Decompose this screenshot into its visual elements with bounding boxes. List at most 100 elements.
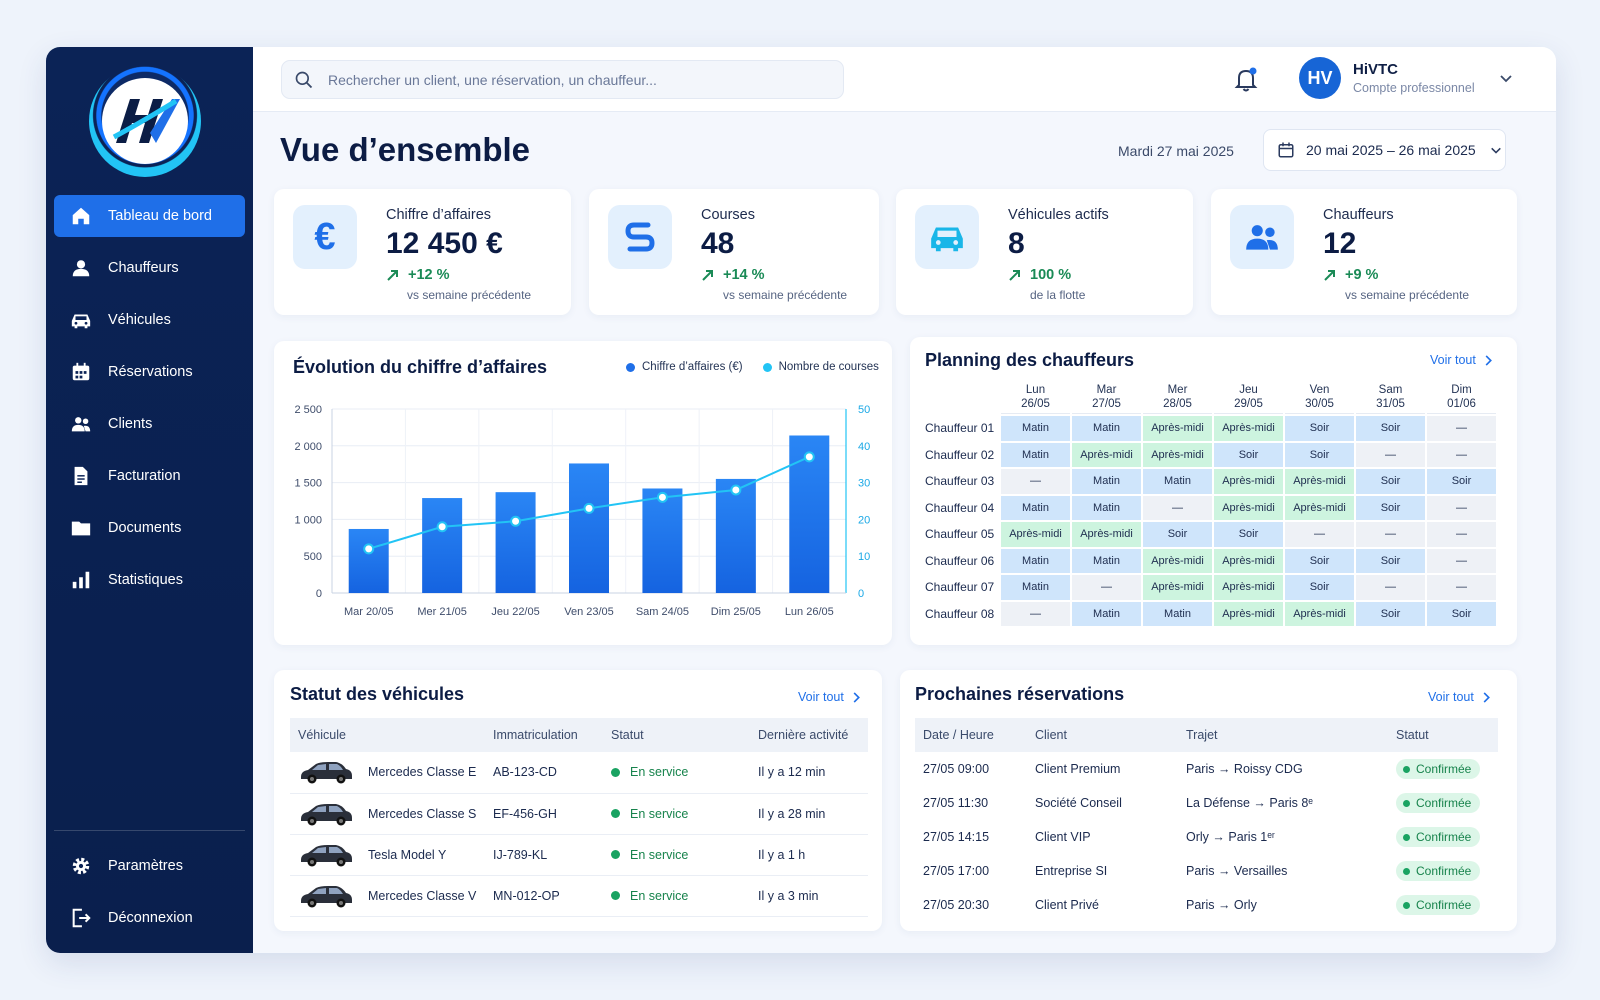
shift-cell[interactable]: Après-midi xyxy=(1143,575,1212,600)
day-name: Dim xyxy=(1451,384,1472,396)
shift-cell[interactable]: — xyxy=(1427,548,1496,573)
shift-cell[interactable]: Soir xyxy=(1143,522,1212,547)
shift-cell[interactable]: Après-midi xyxy=(1143,416,1212,441)
shift-cell[interactable]: — xyxy=(1427,522,1496,547)
planning-see-all-link[interactable]: Voir tout xyxy=(1430,353,1492,367)
shift-cell[interactable]: Soir xyxy=(1356,601,1425,626)
shift-cell[interactable]: Soir xyxy=(1356,416,1425,441)
shift-cell[interactable]: Soir xyxy=(1356,548,1425,573)
shift-cell[interactable]: Matin xyxy=(1072,601,1141,626)
shift-cell[interactable]: Après-midi xyxy=(1143,548,1212,573)
table-row[interactable]: Mercedes Classe E AB-123-CD En service Il y… xyxy=(290,752,868,794)
shift-cell[interactable]: Soir xyxy=(1214,442,1283,467)
line-point xyxy=(583,502,595,514)
shift-cell[interactable]: — xyxy=(1427,442,1496,467)
shift-cell[interactable]: Soir xyxy=(1427,469,1496,494)
shift-cell[interactable]: Soir xyxy=(1285,548,1354,573)
reservation-route: Orly → Paris 1ᵉʳ xyxy=(1186,830,1275,844)
logout-icon xyxy=(72,908,91,928)
chevron-right-icon xyxy=(1485,354,1492,366)
shift-cell[interactable]: Soir xyxy=(1285,575,1354,600)
table-row[interactable]: Mercedes Classe V MN-012-OP En service Il y… xyxy=(290,875,868,917)
status-label: En service xyxy=(630,806,689,821)
shift-cell[interactable]: Après-midi xyxy=(1214,601,1283,626)
shift-cell[interactable]: Après-midi xyxy=(1214,416,1283,441)
table-row[interactable]: Mercedes Classe S EF-456-GH En service Il y… xyxy=(290,793,868,835)
shift-cell[interactable]: Après-midi xyxy=(1214,495,1283,520)
shift-cell[interactable]: Après-midi xyxy=(1143,442,1212,467)
shift-cell[interactable]: — xyxy=(1001,601,1070,626)
day-header: Dim 01/06 xyxy=(1427,381,1496,414)
gear-icon xyxy=(72,857,90,875)
sidebar-item-documents[interactable]: Documents xyxy=(54,507,245,549)
table-row[interactable]: 27/05 14:15 Client VIP Orly → Paris 1ᵉʳ Con… xyxy=(915,820,1498,854)
shift-cell[interactable]: Matin xyxy=(1072,548,1141,573)
shift-cell[interactable]: Matin xyxy=(1001,442,1070,467)
shift-cell[interactable]: — xyxy=(1143,495,1212,520)
table-row[interactable]: Tesla Model Y IJ-789-KL En service Il y a 1… xyxy=(290,834,868,876)
shift-cell[interactable]: — xyxy=(1427,416,1496,441)
shift-cell[interactable]: Après-midi xyxy=(1285,495,1354,520)
kpi-value: 48 xyxy=(701,227,735,260)
sidebar-item-drivers[interactable]: Chauffeurs xyxy=(54,247,245,289)
sidebar-item-billing[interactable]: Facturation xyxy=(54,455,245,497)
shift-cell[interactable]: — xyxy=(1427,495,1496,520)
shift-cell[interactable]: Matin xyxy=(1143,601,1212,626)
search-input[interactable] xyxy=(328,71,828,88)
shift-cell[interactable]: Après-midi xyxy=(1285,469,1354,494)
shift-cell[interactable]: — xyxy=(1356,575,1425,600)
shift-cell[interactable]: — xyxy=(1356,522,1425,547)
sidebar-item-settings[interactable]: Paramètres xyxy=(54,845,245,887)
shift-cell[interactable]: Matin xyxy=(1001,416,1070,441)
shift-cell[interactable]: Matin xyxy=(1143,469,1212,494)
shift-cell[interactable]: Matin xyxy=(1001,495,1070,520)
shift-cell[interactable]: Soir xyxy=(1285,416,1354,441)
brand-logo[interactable] xyxy=(89,65,201,177)
table-row[interactable]: 27/05 11:30 Société Conseil La Défense → P… xyxy=(915,786,1498,820)
shift-cell[interactable]: Matin xyxy=(1072,469,1141,494)
shift-cell[interactable]: Après-midi xyxy=(1072,442,1141,467)
table-row[interactable]: 27/05 17:00 Entreprise SI Paris → Versaill… xyxy=(915,854,1498,888)
shift-cell[interactable]: Après-midi xyxy=(1285,601,1354,626)
shift-cell[interactable]: Matin xyxy=(1001,548,1070,573)
vehicle-thumbnail xyxy=(301,844,352,866)
date-range-picker[interactable]: 20 mai 2025 – 26 mai 2025 xyxy=(1263,129,1506,171)
shift-cell[interactable]: Après-midi xyxy=(1001,522,1070,547)
shift-cell[interactable]: Soir xyxy=(1356,469,1425,494)
shift-cell[interactable]: — xyxy=(1427,575,1496,600)
sidebar-item-vehicles[interactable]: Véhicules xyxy=(54,299,245,341)
sidebar-item-reservations[interactable]: Réservations xyxy=(54,351,245,393)
day-name: Ven xyxy=(1309,384,1330,396)
shift-cell[interactable]: — xyxy=(1356,442,1425,467)
reservation-datetime: 27/05 14:15 xyxy=(923,830,990,844)
shift-cell[interactable]: Soir xyxy=(1214,522,1283,547)
shift-cell[interactable]: Soir xyxy=(1427,601,1496,626)
kpi-card-revenue: € Chiffre d’affaires 12 450 € +12 % vs s… xyxy=(274,189,571,315)
sidebar-item-clients[interactable]: Clients xyxy=(54,403,245,445)
user-menu[interactable]: HV HiVTC Compte professionnel xyxy=(1299,57,1513,99)
shift-cell[interactable]: — xyxy=(1285,522,1354,547)
shift-cell[interactable]: Soir xyxy=(1356,495,1425,520)
date-range-label: 20 mai 2025 – 26 mai 2025 xyxy=(1306,142,1476,158)
vehicles-see-all-link[interactable]: Voir tout xyxy=(798,690,860,704)
kpi-sub: vs semaine précédente xyxy=(723,288,848,302)
table-row[interactable]: 27/05 09:00 Client Premium Paris → Roissy … xyxy=(915,752,1498,786)
shift-cell[interactable]: Matin xyxy=(1072,416,1141,441)
shift-cell[interactable]: Après-midi xyxy=(1072,522,1141,547)
shift-cell[interactable]: Après-midi xyxy=(1214,548,1283,573)
table-row[interactable]: 27/05 20:30 Client Privé Paris → Orly Confi… xyxy=(915,888,1498,922)
notifications-button[interactable] xyxy=(1231,65,1261,95)
shift-cell[interactable]: — xyxy=(1072,575,1141,600)
bar xyxy=(642,488,683,593)
shift-cell[interactable]: Après-midi xyxy=(1214,469,1283,494)
shift-cell[interactable]: Matin xyxy=(1001,575,1070,600)
sidebar-item-statistics[interactable]: Statistiques xyxy=(54,559,245,601)
shift-cell[interactable]: Après-midi xyxy=(1214,575,1283,600)
sidebar-item-logout[interactable]: Déconnexion xyxy=(54,897,245,939)
route-icon xyxy=(608,205,672,269)
shift-cell[interactable]: — xyxy=(1001,469,1070,494)
reservations-see-all-link[interactable]: Voir tout xyxy=(1428,690,1490,704)
shift-cell[interactable]: Matin xyxy=(1072,495,1141,520)
shift-cell[interactable]: Soir xyxy=(1285,442,1354,467)
sidebar-item-dashboard[interactable]: Tableau de bord xyxy=(54,195,245,237)
